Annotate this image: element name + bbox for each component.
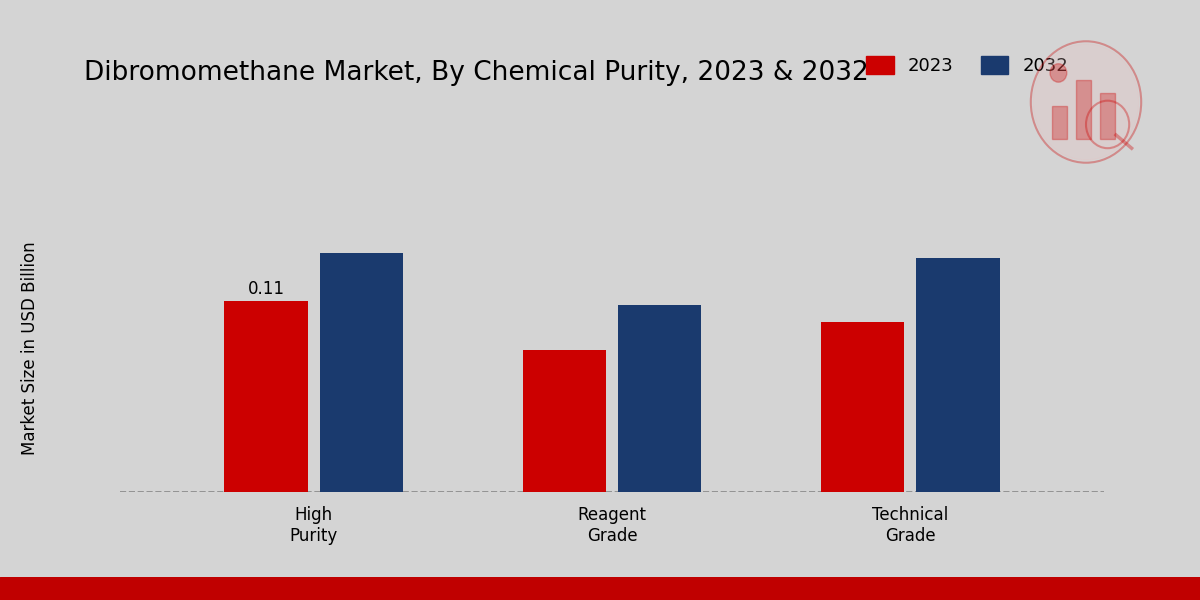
Bar [319,253,403,492]
Bar [916,258,1000,492]
Text: 0.11: 0.11 [247,280,284,298]
Bar [821,322,905,492]
Bar [224,301,308,492]
Bar [618,305,702,492]
Bar [1076,80,1092,139]
Bar [522,350,606,492]
Bar [1051,106,1068,139]
Circle shape [1050,64,1067,82]
Bar [1099,93,1116,139]
Circle shape [1033,44,1139,160]
Text: Market Size in USD Billion: Market Size in USD Billion [20,241,40,455]
Legend: 2023, 2032: 2023, 2032 [859,49,1075,82]
Text: Dibromomethane Market, By Chemical Purity, 2023 & 2032: Dibromomethane Market, By Chemical Purit… [84,60,869,86]
